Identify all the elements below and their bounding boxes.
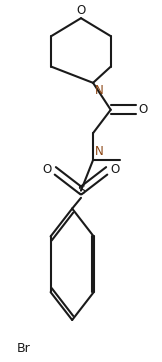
Text: O: O xyxy=(42,163,51,176)
Text: S: S xyxy=(77,184,85,197)
Text: N: N xyxy=(95,145,103,158)
Text: N: N xyxy=(95,84,103,97)
Text: O: O xyxy=(139,103,148,116)
Text: O: O xyxy=(76,4,86,17)
Text: O: O xyxy=(111,163,120,176)
Text: Br: Br xyxy=(17,342,30,355)
